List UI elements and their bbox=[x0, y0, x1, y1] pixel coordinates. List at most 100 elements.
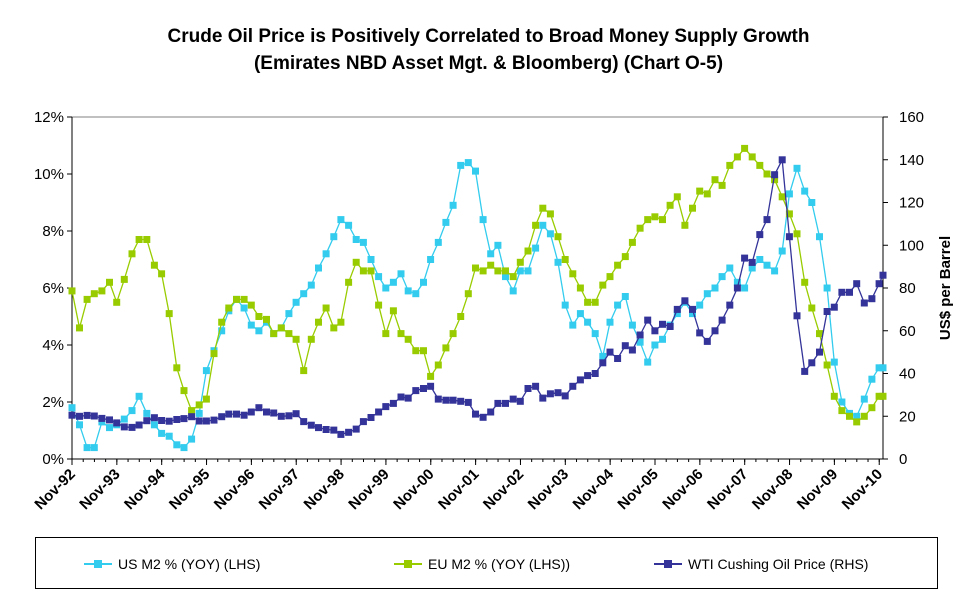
series-0-point bbox=[359, 238, 367, 246]
series-1-point bbox=[180, 387, 188, 395]
series-0-point bbox=[389, 278, 397, 286]
series-0-point bbox=[636, 338, 644, 346]
series-0-point bbox=[150, 421, 158, 429]
series-0-point bbox=[307, 281, 315, 289]
series-1-point bbox=[285, 330, 293, 338]
series-line-2 bbox=[71, 157, 884, 436]
series-1-point bbox=[128, 250, 136, 258]
series-1-point bbox=[90, 290, 98, 298]
series-2-point bbox=[128, 423, 136, 431]
series-2-point bbox=[90, 412, 98, 420]
series-0-point bbox=[621, 293, 629, 300]
series-0-point bbox=[420, 278, 427, 286]
series-2-point bbox=[539, 394, 547, 402]
series-2-point bbox=[307, 421, 315, 429]
series-2-point bbox=[457, 397, 465, 405]
series-2-point bbox=[532, 382, 540, 390]
series-1-point bbox=[76, 324, 83, 332]
series-0-point bbox=[120, 415, 128, 423]
series-2-point bbox=[673, 305, 681, 313]
series-1-point bbox=[188, 407, 196, 415]
series-0-point bbox=[292, 298, 300, 306]
series-0-point bbox=[143, 409, 151, 417]
series-0-point bbox=[76, 421, 83, 429]
series-0-point bbox=[853, 412, 861, 420]
series-2-point bbox=[292, 410, 300, 418]
y-left-tick-label: 6% bbox=[42, 280, 64, 297]
series-2-point bbox=[225, 410, 233, 418]
y-left-tick-label: 2% bbox=[42, 394, 64, 411]
series-1-point bbox=[337, 318, 345, 326]
series-1-point bbox=[307, 335, 315, 343]
series-1-point bbox=[263, 315, 270, 323]
series-1-point bbox=[524, 247, 532, 255]
series-2-point bbox=[464, 398, 472, 406]
series-1-point bbox=[330, 324, 338, 332]
series-0-point bbox=[397, 270, 405, 278]
series-1-point bbox=[479, 267, 487, 275]
series-2-point bbox=[644, 316, 652, 324]
series-2-point bbox=[606, 348, 614, 356]
series-0-point bbox=[494, 241, 502, 249]
x-tick-label: Nov-08 bbox=[749, 466, 796, 513]
series-2-point bbox=[838, 288, 846, 296]
series-1-point bbox=[420, 347, 427, 355]
series-1-point bbox=[711, 176, 719, 184]
series-2-point bbox=[150, 414, 158, 422]
series-1-point bbox=[561, 256, 569, 263]
series-1-point bbox=[516, 258, 524, 266]
series-1-point bbox=[748, 153, 756, 161]
series-0-point bbox=[442, 218, 450, 226]
series-0-point bbox=[748, 264, 756, 272]
series-2-point bbox=[569, 382, 577, 390]
series-1-point bbox=[793, 230, 801, 238]
series-1-point bbox=[389, 307, 397, 315]
series-0-point bbox=[524, 267, 532, 275]
series-0-point bbox=[427, 256, 435, 263]
series-2-point bbox=[173, 416, 181, 423]
legend-item-eu-m2: EU M2 % (YOY (LHS)) bbox=[394, 556, 570, 572]
series-0-point bbox=[195, 409, 203, 417]
series-2-point bbox=[285, 412, 293, 420]
series-0-point bbox=[449, 201, 457, 209]
series-1-point bbox=[681, 221, 689, 229]
series-2-point bbox=[741, 254, 749, 262]
series-2-point bbox=[875, 280, 883, 288]
series-2-point bbox=[659, 320, 666, 328]
series-2-point bbox=[696, 329, 704, 337]
y-right-tick-label: 140 bbox=[899, 152, 924, 169]
series-1-point bbox=[158, 270, 166, 278]
series-2-point bbox=[427, 382, 435, 390]
series-2-point bbox=[494, 399, 502, 407]
series-1-point bbox=[165, 310, 173, 318]
series-1-point bbox=[569, 270, 577, 278]
series-1-point bbox=[404, 335, 412, 343]
series-0-point bbox=[315, 264, 322, 272]
series-1-point bbox=[233, 295, 240, 303]
series-0-point bbox=[546, 230, 554, 238]
series-2-point bbox=[487, 408, 495, 416]
series-1-point bbox=[879, 392, 887, 400]
series-2-point bbox=[718, 316, 726, 324]
series-2-point bbox=[823, 308, 831, 315]
series-2-point bbox=[846, 288, 853, 296]
series-0-point bbox=[516, 267, 524, 275]
series-2-point bbox=[561, 392, 569, 400]
series-1-point bbox=[778, 193, 786, 201]
series-0-point bbox=[785, 190, 793, 198]
series-0-point bbox=[404, 287, 412, 295]
x-tick-label: Nov-92 bbox=[31, 466, 78, 513]
series-1-point bbox=[135, 236, 143, 243]
series-0-point bbox=[330, 233, 338, 241]
series-1-point bbox=[502, 267, 509, 275]
series-1-point bbox=[636, 224, 644, 232]
legend-item-wti-oil: WTI Cushing Oil Price (RHS) bbox=[654, 556, 868, 572]
series-1-point bbox=[113, 298, 121, 306]
series-line-0 bbox=[71, 161, 883, 449]
series-1-point bbox=[457, 313, 465, 320]
series-0-point bbox=[628, 321, 636, 329]
series-1-point bbox=[539, 204, 547, 212]
series-0-point bbox=[165, 432, 173, 440]
series-2-point bbox=[233, 410, 240, 418]
series-1-point bbox=[532, 221, 540, 229]
